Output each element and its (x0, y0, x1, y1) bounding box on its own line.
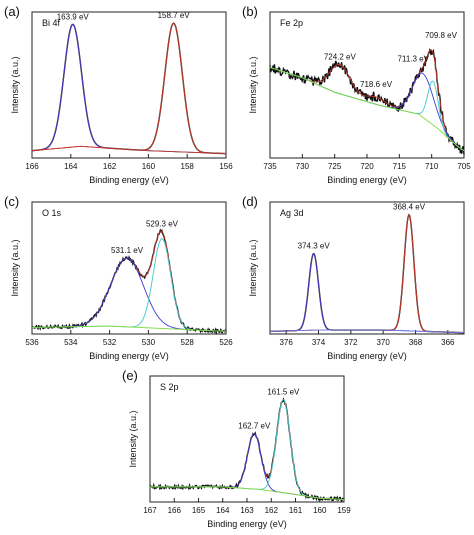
x-tick-label: 164 (64, 162, 78, 171)
panel-c: (c) O 1s 536 534 532 530 528 526 Binding energy … (4, 194, 233, 361)
series-component (269, 253, 465, 334)
peak-annotation: 162.7 eV (238, 422, 271, 431)
panel-letter: (c) (4, 194, 19, 209)
x-axis-title: Binding energy (eV) (89, 175, 169, 185)
plot-frame (269, 201, 465, 335)
y-axis-title: Intensity (a.u.) (248, 239, 258, 296)
panel-letter: (a) (4, 4, 20, 19)
x-tick-label: 160 (142, 162, 156, 171)
plot-frame (31, 201, 227, 335)
series-background (269, 67, 465, 152)
x-tick-label: 376 (279, 338, 293, 347)
x-tick-label: 158 (181, 162, 195, 171)
series-raw (269, 47, 465, 155)
peak-annotation: 161.5 eV (267, 388, 300, 397)
peak-annotation: 368.4 eV (393, 203, 426, 212)
panel-e: (e) S 2p 167 166 165 164 163 162 161 160 159 Bindin… (122, 368, 351, 529)
series-fit (31, 22, 227, 155)
x-tick-label: 368 (409, 338, 423, 347)
y-axis-title: Intensity (a.u.) (10, 56, 20, 113)
series-background (269, 329, 465, 334)
x-tick-label: 167 (143, 506, 157, 515)
panel-a: (a) Bi 4f 166 164 162 160 158 156 Binding energy… (4, 4, 233, 185)
x-tick-label: 730 (296, 162, 310, 171)
x-tick-label: 370 (376, 338, 390, 347)
peak-annotation: 374.3 eV (298, 242, 331, 251)
x-axis-title: Binding energy (eV) (327, 351, 407, 361)
panel-letter: (d) (242, 194, 258, 209)
y-axis-title: Intensity (a.u.) (128, 410, 138, 467)
x-tick-label: 372 (344, 338, 358, 347)
x-tick-label: 374 (312, 338, 326, 347)
x-tick-label: 161 (289, 506, 303, 515)
x-tick-label: 166 (25, 162, 39, 171)
x-axis-title: Binding energy (eV) (89, 351, 169, 361)
series-component (150, 399, 345, 500)
peak-annotation: 531.1 eV (111, 246, 144, 255)
element-label: O 1s (42, 208, 62, 218)
x-tick-label: 735 (263, 162, 277, 171)
panel-b: (b) Fe 2p 735 730 725 720 715 710 705 Binding ene… (242, 4, 471, 185)
x-tick-label: 164 (216, 506, 230, 515)
x-axis-title: Binding energy (eV) (207, 519, 287, 529)
x-tick-label: 705 (457, 162, 471, 171)
peak-annotation: 163.9 eV (57, 12, 90, 21)
x-tick-label: 526 (219, 338, 233, 347)
series-background (150, 486, 345, 500)
element-label: Bi 4f (42, 18, 61, 28)
series-component (269, 214, 465, 334)
x-tick-label: 530 (142, 338, 156, 347)
panel-d: (d) Ag 3d 376 374 372 370 368 366 Binding energy… (242, 194, 465, 361)
series-background (31, 145, 227, 155)
panel-letter: (b) (242, 4, 258, 19)
x-axis-title: Binding energy (eV) (327, 175, 407, 185)
y-axis-title: Intensity (a.u.) (248, 56, 258, 113)
series-fit (269, 214, 465, 334)
x-tick-label: 528 (181, 338, 195, 347)
peak-annotation: 711.3 eV (398, 54, 430, 63)
series-component (150, 433, 345, 500)
series-component (31, 22, 227, 155)
x-tick-label: 159 (337, 506, 351, 515)
plot-frame (149, 375, 345, 503)
panel-letter: (e) (122, 368, 138, 383)
x-tick-label: 165 (192, 506, 206, 515)
x-tick-label: 162 (265, 506, 279, 515)
x-tick-label: 156 (219, 162, 233, 171)
element-label: Ag 3d (280, 208, 304, 218)
x-tick-label: 162 (103, 162, 117, 171)
x-tick-label: 366 (441, 338, 455, 347)
series-component (31, 23, 227, 155)
x-tick-label: 536 (25, 338, 39, 347)
element-label: Fe 2p (280, 18, 303, 28)
x-tick-label: 710 (425, 162, 439, 171)
peak-annotation: 718.6 eV (360, 80, 393, 89)
x-tick-label: 163 (240, 506, 254, 515)
peak-annotation: 158.7 eV (158, 11, 191, 20)
x-tick-label: 166 (168, 506, 182, 515)
x-tick-label: 720 (360, 162, 374, 171)
peak-annotation: 724.2 eV (324, 53, 357, 62)
y-axis-title: Intensity (a.u.) (10, 239, 20, 296)
x-tick-label: 725 (328, 162, 342, 171)
element-label: S 2p (160, 382, 179, 392)
x-tick-label: 532 (103, 338, 117, 347)
peak-annotation: 709.8 eV (425, 31, 458, 40)
series-background (31, 325, 227, 332)
plot-frame (31, 11, 227, 159)
series-fit (150, 399, 345, 500)
series-component (31, 257, 227, 332)
series-raw (269, 213, 465, 334)
peak-annotation: 529.3 eV (146, 219, 179, 228)
series-raw (31, 22, 227, 155)
x-tick-label: 160 (313, 506, 327, 515)
series-raw (149, 397, 345, 503)
x-tick-label: 534 (64, 338, 78, 347)
x-tick-label: 715 (393, 162, 407, 171)
